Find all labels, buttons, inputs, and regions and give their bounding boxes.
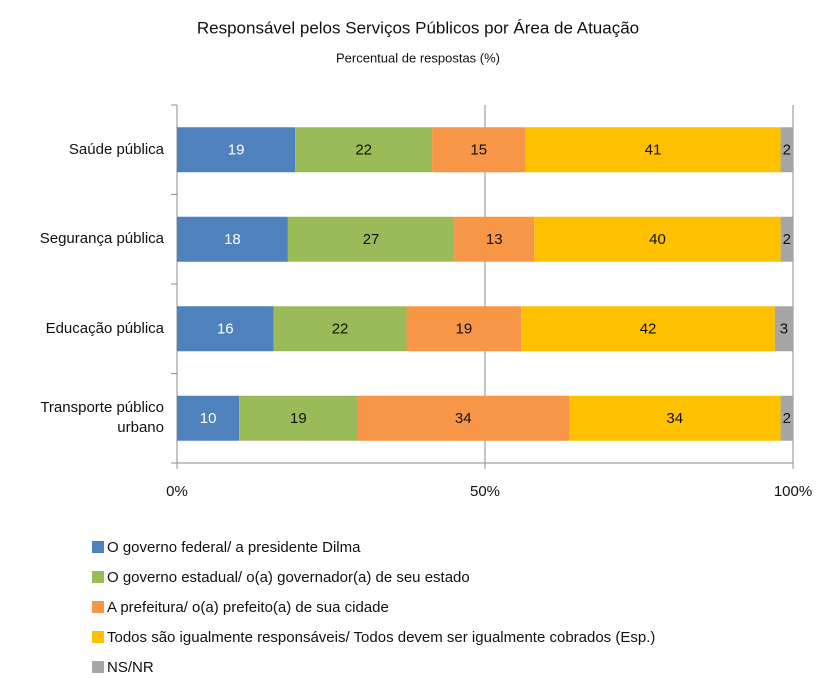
bar-segment [406, 306, 522, 352]
data-label: 34 [455, 410, 472, 427]
bar-segment [521, 306, 775, 352]
legend-swatch [92, 571, 104, 583]
legend-swatch [92, 541, 104, 553]
data-label: 19 [290, 410, 307, 427]
data-label: 16 [217, 321, 234, 338]
bar-segment [177, 395, 240, 441]
legend-swatch [92, 601, 104, 613]
bar-segment [357, 395, 569, 441]
bar-segment [177, 127, 296, 173]
data-label: 41 [645, 142, 662, 159]
x-tick-label: 0% [166, 483, 188, 500]
data-label: 22 [355, 142, 372, 159]
data-label: 13 [486, 231, 503, 248]
legend-swatch [92, 661, 104, 673]
data-label: 2 [783, 410, 791, 427]
legend-label: Todos são igualmente responsáveis/ Todos… [107, 629, 655, 646]
bar-segment [177, 216, 288, 262]
bar-segment [287, 216, 455, 262]
legend-label: A prefeitura/ o(a) prefeito(a) de sua ci… [107, 599, 389, 616]
bar-segment [432, 127, 526, 173]
data-label: 42 [640, 321, 657, 338]
bar-segment [534, 216, 781, 262]
data-label: 19 [456, 321, 473, 338]
legend-label: NS/NR [107, 659, 154, 676]
bar-segment [454, 216, 535, 262]
legend-swatch [92, 631, 104, 643]
legend-label: O governo estadual/ o(a) governador(a) d… [107, 569, 470, 586]
data-label: 27 [363, 231, 380, 248]
data-label: 19 [228, 142, 245, 159]
data-label: 3 [780, 321, 788, 338]
chart-subtitle: Percentual de respostas (%) [336, 50, 500, 65]
data-label: 22 [332, 321, 349, 338]
y-tick-label: Segurança pública [39, 230, 164, 248]
data-label: 2 [783, 231, 791, 248]
bar-segment [295, 127, 433, 173]
data-label: 2 [783, 142, 791, 159]
data-label: 10 [200, 410, 217, 427]
bar-segment [239, 395, 358, 441]
y-tick-label: Educação pública [45, 319, 164, 337]
bar-segment [780, 216, 793, 262]
bar-segment [177, 306, 274, 352]
bar-segment [525, 127, 781, 173]
data-label: 18 [224, 231, 241, 248]
bar-segment [569, 395, 781, 441]
data-label: 40 [649, 231, 666, 248]
bar-segment [780, 127, 793, 173]
y-tick-label: Saúde pública [68, 140, 164, 158]
data-label: 15 [470, 142, 487, 159]
y-tick-label: Transporte público urbano [40, 399, 164, 437]
bar-segment [780, 395, 793, 441]
data-label: 34 [666, 410, 683, 427]
x-tick-label: 100% [774, 483, 812, 500]
bar-segment [774, 306, 793, 352]
legend-label: O governo federal/ a presidente Dilma [107, 539, 361, 556]
chart-title: Responsável pelos Serviços Públicos por … [197, 18, 639, 37]
x-tick-label: 50% [470, 483, 500, 500]
bar-segment [273, 306, 407, 352]
